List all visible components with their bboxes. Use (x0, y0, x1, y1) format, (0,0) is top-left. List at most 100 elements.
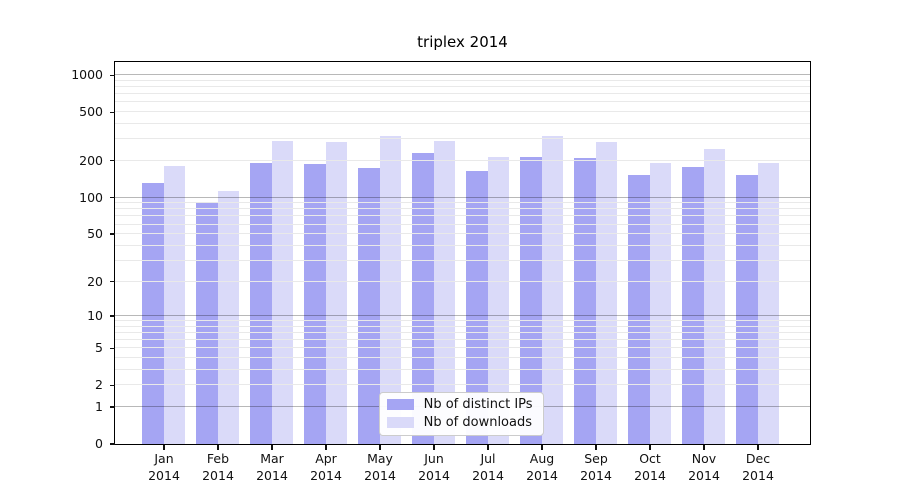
bar-mar-distinct-ips (250, 162, 272, 444)
x-tick-month: Sep (584, 451, 608, 466)
gridline-minor-2 (114, 384, 810, 386)
x-tick-year: 2014 (526, 467, 558, 483)
gridline-minor-5 (114, 347, 810, 349)
x-tick-label-aug: Aug 2014 (512, 451, 572, 484)
plot-area: Nb of distinct IPs Nb of downloads (113, 60, 811, 445)
gridline-minor-6 (114, 339, 810, 341)
bar-feb-downloads (217, 191, 240, 444)
x-tick-month: May (367, 451, 393, 466)
bar-nov-distinct-ips (682, 166, 704, 444)
x-tick-year: 2014 (310, 467, 342, 483)
legend-item-downloads: Nb of downloads (386, 415, 533, 431)
gridline-minor-400 (114, 123, 810, 125)
gridline-minor-90 (114, 202, 810, 204)
x-tick-mark-jun (433, 445, 435, 451)
y-tick-mark-5 (109, 347, 115, 349)
gridline-minor-7 (114, 332, 810, 334)
gridline-minor-4 (114, 357, 810, 359)
bar-oct-distinct-ips (628, 175, 650, 444)
x-tick-year: 2014 (364, 467, 396, 483)
x-tick-label-jun: Jun 2014 (404, 451, 464, 484)
bar-apr-distinct-ips (304, 164, 326, 444)
y-tick-label-0: 0 (95, 436, 103, 451)
bar-nov-downloads (703, 149, 726, 444)
x-tick-mark-oct (649, 445, 651, 451)
y-tick-label-2: 2 (95, 377, 103, 393)
y-tick-mark-200 (109, 160, 115, 162)
x-tick-label-sep: Sep 2014 (566, 451, 626, 484)
x-tick-year: 2014 (202, 467, 234, 483)
x-tick-mark-may (379, 445, 381, 451)
x-tick-month: Apr (315, 451, 337, 466)
x-tick-year: 2014 (634, 467, 666, 483)
y-tick-mark-50 (109, 233, 115, 235)
legend-label-distinct-ips: Nb of distinct IPs (423, 397, 533, 413)
x-tick-month: Feb (206, 451, 230, 466)
y-tick-label-5: 5 (95, 340, 103, 356)
y-tick-label-1000: 1000 (71, 67, 103, 83)
x-tick-month: Mar (260, 451, 284, 466)
bar-apr-downloads (325, 141, 348, 444)
x-tick-month: Jan (154, 451, 174, 466)
y-tick-mark-1000 (109, 74, 115, 76)
gridline-minor-900 (114, 79, 810, 81)
x-tick-label-jan: Jan 2014 (134, 451, 194, 484)
gridline-minor-60 (114, 223, 810, 225)
x-tick-year: 2014 (256, 467, 288, 483)
bar-oct-downloads (649, 162, 672, 444)
y-tick-mark-500 (109, 111, 115, 113)
x-tick-mark-aug (541, 445, 543, 451)
x-tick-mark-apr (325, 445, 327, 451)
x-tick-year: 2014 (688, 467, 720, 483)
gridline-minor-3 (114, 369, 810, 371)
x-tick-label-dec: Dec 2014 (728, 451, 788, 484)
bar-mar-downloads (271, 141, 294, 444)
x-tick-month: Jul (480, 451, 496, 466)
y-tick-label-10: 10 (87, 308, 103, 323)
gridline-minor-9 (114, 320, 810, 322)
x-tick-year: 2014 (148, 467, 180, 483)
bar-jan-downloads (163, 166, 186, 444)
bar-sep-distinct-ips (574, 158, 596, 444)
x-tick-label-may: May 2014 (350, 451, 410, 484)
bar-aug-downloads (541, 135, 564, 444)
gridline-minor-200 (114, 159, 810, 161)
legend-swatch-distinct-ips-icon (386, 399, 414, 411)
bar-dec-distinct-ips (736, 175, 758, 444)
chart-title: triplex 2014 (417, 33, 508, 51)
bar-sep-downloads (595, 142, 618, 444)
y-tick-label-200: 200 (79, 152, 103, 168)
gridline-minor-800 (114, 86, 810, 88)
x-tick-label-mar: Mar 2014 (242, 451, 302, 484)
y-tick-label-1: 1 (95, 399, 103, 414)
y-tick-mark-100 (109, 197, 115, 199)
y-tick-mark-20 (109, 280, 115, 283)
x-tick-mark-mar (271, 445, 273, 451)
gridline-minor-20 (114, 280, 810, 282)
x-tick-label-nov: Nov 2014 (674, 451, 734, 484)
bar-feb-distinct-ips (196, 203, 218, 444)
x-tick-month: Nov (691, 451, 717, 466)
gridline-minor-70 (114, 215, 810, 217)
y-tick-label-50: 50 (87, 226, 103, 242)
bar-jan-distinct-ips (142, 182, 164, 444)
bar-jul-distinct-ips (466, 171, 488, 444)
x-tick-mark-dec (757, 445, 759, 451)
gridline-minor-500 (114, 111, 810, 113)
x-tick-label-oct: Oct 2014 (620, 451, 680, 484)
gridline-minor-80 (114, 208, 810, 210)
x-tick-mark-nov (703, 445, 705, 451)
y-tick-mark-0 (109, 443, 115, 445)
y-tick-mark-1 (109, 406, 115, 408)
gridline-minor-700 (114, 93, 810, 95)
bar-jun-distinct-ips (412, 152, 434, 444)
x-tick-month: Aug (529, 451, 555, 466)
x-tick-label-feb: Feb 2014 (188, 451, 248, 484)
x-tick-mark-sep (595, 445, 597, 451)
y-tick-label-100: 100 (79, 189, 103, 205)
y-tick-mark-10 (109, 315, 115, 317)
y-tick-mark-2 (109, 384, 115, 386)
chart-legend: Nb of distinct IPs Nb of downloads (378, 391, 544, 436)
x-tick-label-apr: Apr 2014 (296, 451, 356, 484)
